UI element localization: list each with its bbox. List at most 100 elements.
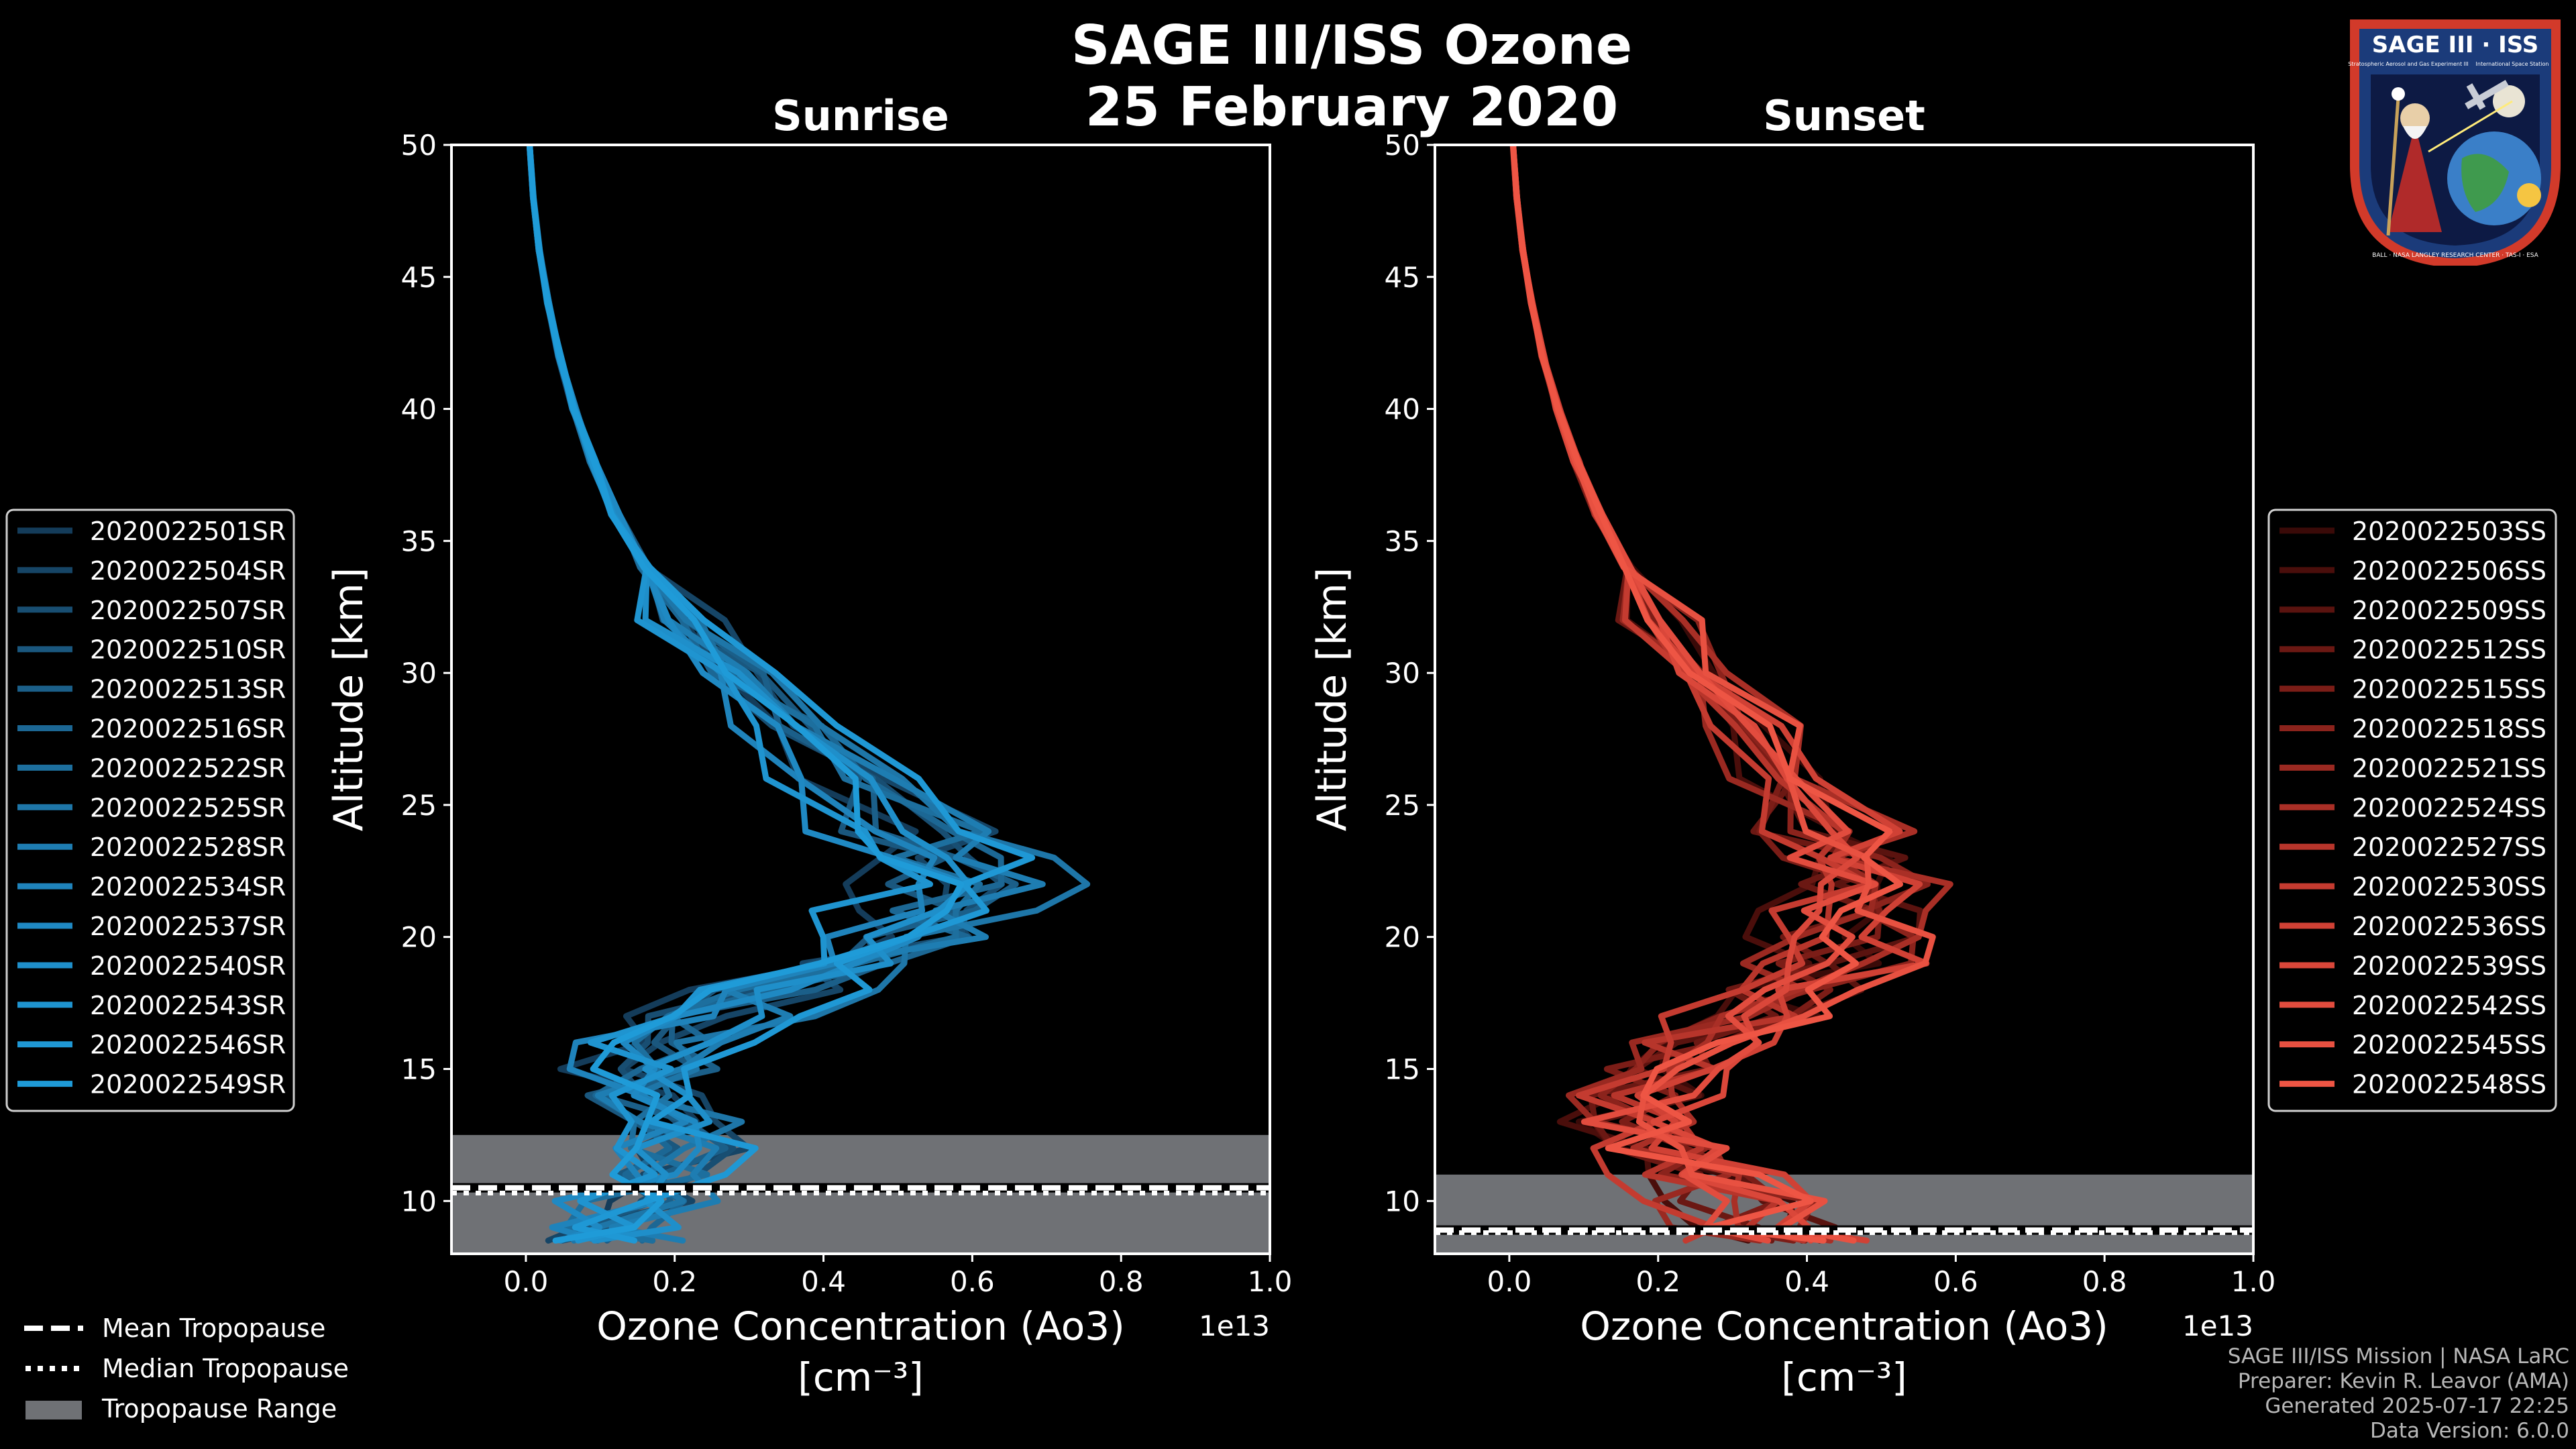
x-tick-label: 0.4 [1784, 1265, 1829, 1298]
y-tick-label: 20 [1385, 921, 1420, 954]
y-tick-label: 40 [1385, 393, 1420, 426]
panel-title: Sunset [1763, 91, 1925, 140]
figure-title: SAGE III/ISS Ozone 25 February 2020 [953, 15, 1751, 138]
legend-entry-2020022509SS: 2020022509SS [2352, 596, 2546, 625]
x-axis-units: [cm⁻³] [1781, 1354, 1907, 1400]
legend-entry-2020022527SS: 2020022527SS [2352, 833, 2546, 862]
y-tick-label: 45 [1385, 261, 1420, 294]
legend-entry-2020022513SR: 2020022513SR [90, 675, 286, 704]
legend-entry-2020022542SS: 2020022542SS [2352, 991, 2546, 1020]
x-tick-label: 0.6 [1933, 1265, 1978, 1298]
legend-entry-2020022546SR: 2020022546SR [90, 1030, 286, 1060]
tropopause-range-swatch-icon [25, 1401, 82, 1419]
figure-title-line2: 25 February 2020 [1085, 76, 1619, 138]
x-tick-label: 0.0 [1487, 1265, 1532, 1298]
logo-ring-text: BALL · NASA LANGLEY RESEARCH CENTER · TA… [2372, 252, 2539, 259]
credits-line4: Data Version: 6.0.0 [2369, 1419, 2569, 1443]
tropopause-range-label: Tropopause Range [102, 1394, 337, 1424]
legend-entry-2020022539SS: 2020022539SS [2352, 951, 2546, 981]
legend-entry-2020022516SR: 2020022516SR [90, 714, 286, 744]
median-tropopause-label: Median Tropopause [102, 1354, 349, 1383]
legend-entry-2020022537SR: 2020022537SR [90, 912, 286, 941]
y-tick-label: 15 [401, 1053, 437, 1086]
legend-entry-2020022506SS: 2020022506SS [2352, 556, 2546, 586]
mean-tropopause-label: Mean Tropopause [102, 1313, 326, 1343]
legend-entry-2020022549SR: 2020022549SR [90, 1070, 286, 1099]
x-axis-label: Ozone Concentration (Ao3) [1580, 1303, 2108, 1349]
legend-entry-2020022536SS: 2020022536SS [2352, 912, 2546, 941]
legend-entry-2020022521SS: 2020022521SS [2352, 753, 2546, 783]
y-tick-label: 50 [401, 129, 437, 162]
y-tick-label: 30 [1385, 657, 1420, 690]
legend-entry-2020022510SR: 2020022510SR [90, 635, 286, 665]
y-tick-label: 15 [1385, 1053, 1420, 1086]
profiles-sunset [1509, 145, 1953, 1244]
credits-block: SAGE III/ISS Mission | NASA LaRC Prepare… [2228, 1344, 2569, 1444]
x-tick-label: 0.8 [1099, 1265, 1144, 1298]
series-legend-sunset [2267, 508, 2557, 1112]
legend-entry-2020022503SS: 2020022503SS [2352, 517, 2546, 546]
series-legend-sunrise [5, 508, 295, 1112]
tropopause-legend: Mean Tropopause Median Tropopause Tropop… [20, 1308, 382, 1429]
legend-entry-2020022530SS: 2020022530SS [2352, 872, 2546, 902]
median-tropopause-dotted-icon [25, 1366, 83, 1371]
x-tick-label: 0.2 [652, 1265, 697, 1298]
credits-line2: Preparer: Kevin R. Leavor (AMA) [2237, 1369, 2569, 1393]
series-line-2020022548SS [1510, 145, 1903, 1244]
series-line-2020022527SS [1509, 145, 1846, 1244]
legend-entry-2020022515SS: 2020022515SS [2352, 675, 2546, 704]
x-axis-label: Ozone Concentration (Ao3) [596, 1303, 1125, 1349]
legend-entry-2020022522SR: 2020022522SR [90, 753, 286, 783]
y-tick-label: 10 [1385, 1185, 1420, 1218]
x-tick-label: 1.0 [1248, 1265, 1293, 1298]
legend-entry-2020022528SR: 2020022528SR [90, 833, 286, 862]
legend-entry-2020022518SS: 2020022518SS [2352, 714, 2546, 744]
x-offset-label: 1e13 [2182, 1309, 2253, 1342]
x-offset-label: 1e13 [1199, 1309, 1270, 1342]
y-axis-label: Altitude [km] [1309, 568, 1356, 832]
logo-sub2-text: International Space Station [2476, 61, 2549, 67]
legend-entry-2020022507SR: 2020022507SR [90, 596, 286, 625]
x-tick-label: 1.0 [2231, 1265, 2276, 1298]
y-tick-label: 50 [1385, 129, 1420, 162]
series-line-2020022549SR [527, 145, 965, 1244]
y-tick-label: 40 [401, 393, 437, 426]
panel-sunrise: 10 15 20 25 30 35 40 45 50 0.0 0.2 0.4 0.6 0.8 1.0 1e13… [5, 91, 1293, 1400]
panel-sunset: 10 15 20 25 30 35 40 45 50 0.0 0.2 0.4 0.6 0.8 1.0 1e13… [1309, 91, 2557, 1400]
y-tick-label: 35 [401, 525, 437, 557]
axes-frame [1434, 144, 2255, 1255]
legend-entry-2020022534SR: 2020022534SR [90, 872, 286, 902]
tropopause-range-band [1435, 1174, 2253, 1254]
credits-line1: SAGE III/ISS Mission | NASA LaRC [2227, 1344, 2569, 1368]
x-tick-label: 0.0 [504, 1265, 549, 1298]
legend-tropopause-range: Tropopause Range [20, 1389, 337, 1429]
y-tick-label: 10 [401, 1185, 437, 1218]
sage-mission-logo: SAGE III · ISS Stratospheric Aerosol and… [2341, 11, 2569, 268]
legend-mean-tropopause: Mean Tropopause [20, 1308, 325, 1348]
sage-logo-graphic: SAGE III · ISS Stratospheric Aerosol and… [2348, 19, 2561, 268]
y-tick-label: 20 [401, 921, 437, 954]
x-tick-label: 0.8 [2082, 1265, 2127, 1298]
legend-median-tropopause: Median Tropopause [20, 1348, 349, 1389]
y-tick-label: 35 [1385, 525, 1420, 557]
y-tick-label: 25 [401, 789, 437, 822]
legend-entry-2020022548SS: 2020022548SS [2352, 1070, 2546, 1099]
y-tick-label: 25 [1385, 789, 1420, 822]
panel-title: Sunrise [772, 91, 949, 140]
x-tick-label: 0.2 [1635, 1265, 1680, 1298]
legend-entry-2020022525SR: 2020022525SR [90, 793, 286, 822]
legend-entry-2020022540SR: 2020022540SR [90, 951, 286, 981]
credits-line3: Generated 2025-07-17 22:25 [2265, 1394, 2569, 1418]
x-tick-label: 0.6 [950, 1265, 995, 1298]
legend-entry-2020022501SR: 2020022501SR [90, 517, 286, 546]
mean-tropopause-dashed-icon [24, 1326, 83, 1331]
figure-title-line1: SAGE III/ISS Ozone [1071, 14, 1633, 76]
axes-frame [450, 144, 1271, 1255]
legend-entry-2020022545SS: 2020022545SS [2352, 1030, 2546, 1060]
y-tick-label: 30 [401, 657, 437, 690]
x-tick-label: 0.4 [801, 1265, 846, 1298]
x-axis-units: [cm⁻³] [798, 1354, 924, 1400]
legend-entry-2020022524SS: 2020022524SS [2352, 793, 2546, 822]
y-tick-label: 45 [401, 261, 437, 294]
